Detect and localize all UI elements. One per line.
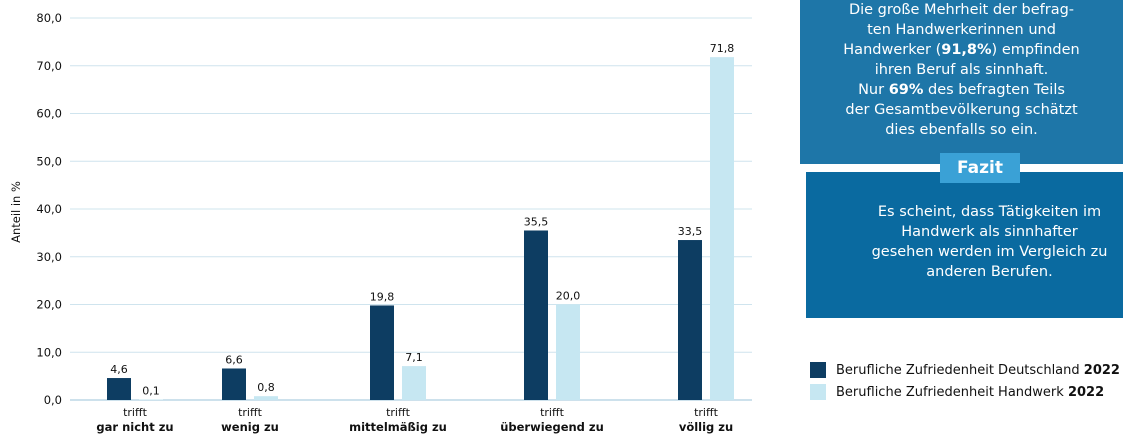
info-highlight: 69% (888, 82, 924, 98)
bar-handwerk (402, 366, 426, 400)
conclusion-line: gesehen werden im Vergleich zu (871, 244, 1108, 260)
value-label: 71,8 (710, 42, 735, 55)
y-tick-label: 40,0 (36, 202, 62, 216)
value-label: 19,8 (370, 290, 395, 303)
category-label-bottom: völlig zu (679, 420, 733, 434)
category-label-top: trifft (540, 406, 564, 419)
bar-deutschland (524, 230, 548, 400)
value-label: 33,5 (678, 225, 703, 238)
bar-handwerk (556, 304, 580, 400)
category-label-top: trifft (386, 406, 410, 419)
info-line: ten Handwerkerinnen und (867, 22, 1056, 38)
info-line: Die große Mehrheit der befrag- (848, 2, 1075, 18)
info-line: dies ebenfalls so ein. (885, 122, 1038, 138)
value-label: 6,6 (225, 353, 243, 366)
info-text: Nur (858, 82, 889, 98)
y-tick-label: 0,0 (44, 393, 62, 407)
y-tick-label: 80,0 (36, 11, 62, 25)
info-highlight: 91,8% (941, 42, 992, 58)
value-label: 35,5 (524, 215, 549, 228)
legend-item-handwerk: Berufliche Zufriedenheit Handwerk 2022 (810, 381, 1120, 403)
info-box: Die große Mehrheit der befrag- ten Handw… (800, 0, 1123, 164)
category-label-bottom: überwiegend zu (500, 420, 604, 434)
legend: Berufliche Zufriedenheit Deutschland 202… (810, 359, 1120, 403)
y-tick-label: 50,0 (36, 154, 62, 168)
info-line: Nur 69% des befragten Teils (818, 80, 1105, 100)
y-tick-label: 60,0 (36, 107, 62, 121)
bar-deutschland (107, 378, 131, 400)
value-labels: 4,6 0,1 6,6 0,8 19,8 7,1 35,5 20,0 33,5 71,8 (110, 42, 734, 397)
legend-swatch (810, 362, 826, 378)
conclusion-line: Es scheint, dass Tätigkeiten im (877, 204, 1102, 220)
grid-lines (70, 17, 752, 401)
y-tick-label: 30,0 (36, 250, 62, 264)
y-tick-label: 10,0 (36, 345, 62, 359)
bar-deutschland (370, 305, 394, 400)
conclusion-box: Es scheint, dass Tätigkeiten im Handwerk… (806, 172, 1123, 318)
legend-label: Berufliche Zufriedenheit Handwerk 2022 (836, 384, 1105, 400)
category-label-top: trifft (123, 406, 147, 419)
legend-swatch (810, 384, 826, 400)
bars (107, 57, 734, 400)
category-label-top: trifft (694, 406, 718, 419)
category-label-bottom: mittelmäßig zu (349, 420, 447, 434)
value-label: 20,0 (556, 290, 581, 303)
info-text: Handwerker ( (843, 42, 942, 58)
bar-chart: 0,0 10,0 20,0 30,0 40,0 50,0 60,0 70,0 80,0 4,6 0… (9, 11, 752, 434)
value-label: 4,6 (110, 363, 128, 376)
y-tick-label: 70,0 (36, 59, 62, 73)
bar-deutschland (222, 368, 246, 400)
conclusion-line: anderen Berufen. (926, 264, 1053, 280)
legend-label: Berufliche Zufriedenheit Deutschland 202… (836, 362, 1120, 378)
category-label-bottom: wenig zu (221, 420, 279, 434)
fazit-badge: Fazit (940, 153, 1020, 183)
info-line: der Gesamtbevölkerung schätzt (845, 102, 1078, 118)
category-label-bottom: gar nicht zu (96, 420, 173, 434)
bar-handwerk (710, 57, 734, 400)
value-label: 0,8 (257, 381, 275, 394)
info-text: ) empfinden (991, 42, 1080, 58)
info-text: des befragten Teils (923, 82, 1065, 98)
value-label: 0,1 (142, 385, 160, 398)
info-line: Handwerker (91,8%) empfinden (818, 40, 1105, 60)
category-label-top: trifft (238, 406, 262, 419)
bar-handwerk (139, 399, 163, 400)
bar-handwerk (254, 396, 278, 400)
y-tick-label: 20,0 (36, 298, 62, 312)
bar-deutschland (678, 240, 702, 400)
y-axis-title: Anteil in % (9, 181, 23, 243)
legend-item-deutschland: Berufliche Zufriedenheit Deutschland 202… (810, 359, 1120, 381)
y-axis-ticks: 0,0 10,0 20,0 30,0 40,0 50,0 60,0 70,0 80,0 (36, 11, 62, 407)
conclusion-line: Handwerk als sinnhafter (901, 224, 1078, 240)
info-line: ihren Beruf als sinnhaft. (874, 62, 1049, 78)
value-label: 7,1 (405, 351, 423, 364)
